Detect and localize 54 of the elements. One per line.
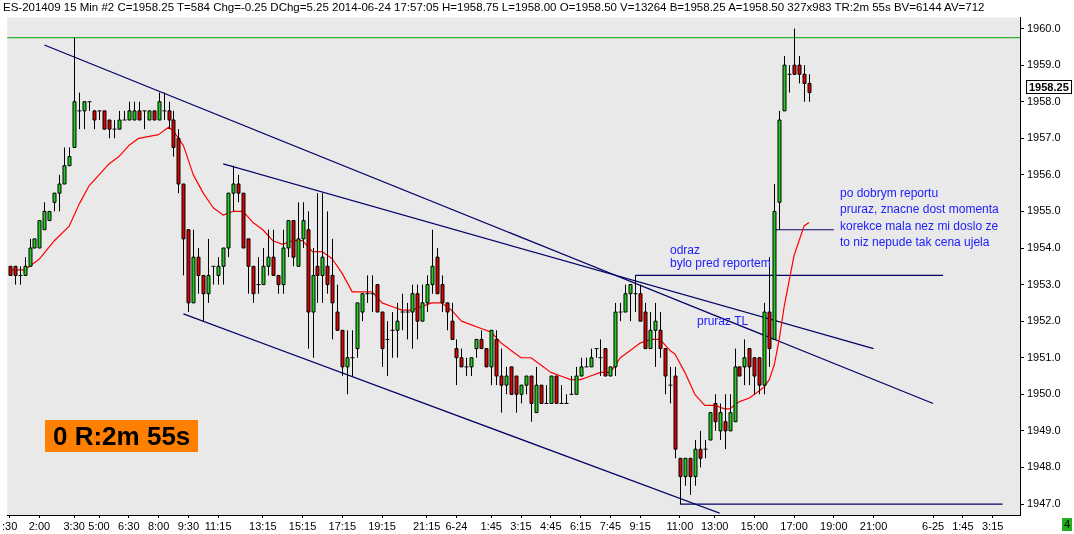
x-tick-label: 1:45 — [952, 519, 974, 532]
x-tick-label: 1:45 — [480, 519, 502, 532]
y-tick-label: 1948.0 — [1027, 460, 1061, 473]
y-tick-label: 1960.0 — [1027, 21, 1061, 34]
x-tick-label: 6:15 — [569, 519, 592, 532]
annotation: pruraz TL — [697, 314, 749, 328]
x-tick-label: 21:15 — [412, 519, 441, 532]
y-tick-label: 1956.0 — [1027, 167, 1061, 180]
annotation: korekce mala nez mi doslo ze — [840, 219, 999, 233]
x-tick-label: 11:15 — [204, 519, 232, 532]
y-tick-label: 1947.0 — [1027, 497, 1061, 510]
text: 4 — [1062, 518, 1073, 531]
x-tick-label: 3:15 — [981, 519, 1004, 532]
x-tick-label: 2:00 — [28, 519, 51, 532]
x-tick-label: 3:15 — [510, 519, 532, 532]
y-tick-label: 1958.0 — [1027, 94, 1061, 107]
x-tick-label: 21:00 — [859, 519, 888, 532]
x-tick-label: 15:00 — [740, 519, 769, 532]
annotation: pruraz, znacne dost momenta — [840, 202, 999, 216]
y-tick-label: 1954.0 — [1027, 241, 1061, 254]
x-tick-label: 17:00 — [780, 519, 808, 532]
candlestick — [400, 293, 405, 331]
x-tick-label: 9:30 — [177, 519, 200, 532]
y-tick-label: 1955.0 — [1027, 204, 1061, 217]
y-tick-label: 1952.0 — [1027, 314, 1061, 327]
x-tick-label: 6-24 — [445, 519, 468, 532]
annotation: po dobrym reportu — [840, 186, 939, 200]
y-tick-label: 1949.0 — [1027, 423, 1061, 436]
text: 1958.25 — [1026, 80, 1072, 94]
x-tick-label: 7:45 — [599, 519, 622, 532]
x-tick-label: 9:15 — [629, 519, 651, 532]
x-tick-label: 4:45 — [540, 519, 562, 532]
x-tick-label: 8:00 — [147, 519, 170, 532]
annotation: 0 R:2m 55s — [45, 420, 199, 452]
x-tick-label: 19:00 — [820, 519, 848, 532]
x-tick-label: 13:15 — [249, 519, 277, 532]
y-tick-label: 1951.0 — [1027, 350, 1061, 363]
annotation: to niz nepude tak cena ujela — [840, 235, 990, 249]
x-tick-label: :30 — [2, 519, 18, 532]
y-tick-label: 1950.0 — [1027, 387, 1061, 400]
y-tick-label: 1959.0 — [1027, 58, 1061, 71]
x-tick-label: 15:15 — [288, 519, 317, 532]
y-tick-label: 1957.0 — [1027, 131, 1061, 144]
x-tick-label: 11:00 — [666, 519, 694, 532]
x-tick-label: 13:00 — [700, 519, 729, 532]
x-tick-label: 17:15 — [328, 519, 357, 532]
y-tick-label: 1953.0 — [1027, 277, 1061, 290]
annotation: odraz — [670, 243, 701, 257]
x-tick-label: 3:30 — [63, 519, 85, 532]
x-tick-label: 6:30 — [118, 519, 140, 532]
x-tick-label: 6-25 — [922, 519, 945, 532]
chart-title: ES-201409 15 Min #2 C=1958.25 T=584 Chg=-0.25 DChg=5.25 2014-06-24 17:57:05 H=1958.75 L=1958.00 O=1958.50 V=13264 B=1958.25 A=1958.50 327x983 TR:2m 55s BV=6144 AV=712 — [3, 0, 985, 15]
x-tick-label: 19:15 — [368, 519, 396, 532]
x-tick-label: 5:00 — [88, 519, 110, 532]
